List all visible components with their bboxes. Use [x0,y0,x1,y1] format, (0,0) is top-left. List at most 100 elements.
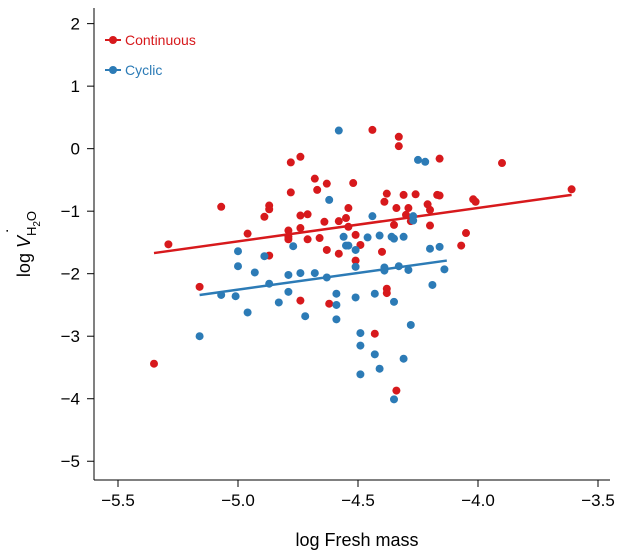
point-cyclic [265,279,274,288]
point-continuous [378,247,386,256]
point-cyclic [440,265,449,274]
x-tick-label: −3.5 [581,491,615,510]
point-continuous [356,240,365,249]
point-cyclic [243,308,252,317]
point-cyclic [332,300,341,309]
point-continuous [402,210,410,219]
point-cyclic [409,216,418,225]
y-ticks: −5 −4 −3 −2 −1 0 1 2 [61,15,94,471]
point-continuous [394,132,403,141]
y-tick-label: −5 [61,452,80,471]
point-cyclic [289,242,298,251]
x-axis-title: log Fresh mass [295,530,418,550]
point-cyclic [217,290,226,299]
point-continuous [349,179,358,188]
point-cyclic [406,320,415,329]
point-continuous [471,197,480,206]
x-tick-label: −4.5 [341,491,375,510]
y-axis-title-sub-2: 2 [32,221,43,227]
legend-label-continuous: Continuous [125,32,196,48]
point-cyclic [301,312,310,321]
y-tick-label: 0 [71,140,80,159]
point-continuous [296,296,305,305]
point-continuous [150,359,158,368]
point-continuous [322,245,331,254]
point-cyclic [375,364,384,373]
legend-marker-continuous [109,36,117,44]
fit-line-continuous [153,193,572,255]
point-continuous [164,240,173,249]
point-cyclic [284,270,293,279]
point-continuous [284,235,293,244]
point-cyclic [399,354,408,363]
point-continuous [351,256,360,265]
point-cyclic [375,231,384,240]
axes [93,8,610,481]
point-continuous [313,185,322,194]
y-axis-title-dot: ˙ [4,227,24,233]
point-cyclic [334,126,343,135]
x-tick-label: −4.0 [461,491,495,510]
point-continuous [462,229,470,238]
point-continuous [392,386,401,395]
point-continuous [344,204,353,213]
point-cyclic [339,232,348,241]
point-continuous [286,158,295,167]
y-tick-label: 1 [71,77,80,96]
point-cyclic [325,195,334,204]
point-continuous [404,204,413,213]
point-continuous [310,174,319,183]
point-cyclic [404,265,413,274]
point-cyclic [284,287,293,296]
point-continuous [303,235,312,244]
point-cyclic [370,350,379,359]
point-cyclic [351,262,360,271]
point-cyclic [368,212,377,221]
point-continuous [435,154,444,163]
legend-item-continuous: Continuous [105,32,196,48]
point-continuous [296,152,305,161]
legend-label-cyclic: Cyclic [125,62,162,78]
point-continuous [344,222,353,231]
x-tick-label: −5.0 [221,491,255,510]
point-continuous [284,226,293,235]
point-cyclic [390,234,398,243]
point-cyclic [435,242,444,251]
point-continuous [260,212,269,221]
point-cyclic [356,370,365,379]
y-tick-label: −1 [61,202,80,221]
y-tick-label: −4 [61,390,80,409]
point-cyclic [250,268,259,277]
legend-item-cyclic: Cyclic [105,62,162,78]
legend-marker-cyclic [109,66,117,74]
point-cyclic [356,341,365,350]
point-cyclic [414,155,422,164]
point-cyclic [426,244,434,253]
y-axis-title-prefix: log [14,248,34,277]
point-continuous [567,185,576,194]
point-continuous [370,329,379,338]
point-continuous [392,204,401,213]
point-continuous [217,202,226,211]
point-cyclic [399,232,408,241]
point-continuous [296,224,305,233]
point-continuous [399,190,408,199]
point-cyclic [274,298,283,307]
point-cyclic [356,329,365,338]
point-cyclic [351,293,360,302]
point-cyclic [390,395,398,404]
x-tick-label: −5.5 [101,491,135,510]
point-continuous [265,205,274,214]
point-continuous [411,190,420,199]
svg-text:log VH2O: log VH2O [14,211,43,277]
point-continuous [334,249,343,258]
point-continuous [368,125,377,134]
point-cyclic [351,245,360,254]
point-cyclic [234,247,242,256]
point-continuous [296,211,305,220]
point-continuous [195,282,204,291]
point-cyclic [332,315,341,324]
point-continuous [390,220,398,229]
point-continuous [303,210,312,219]
point-continuous [426,205,434,214]
